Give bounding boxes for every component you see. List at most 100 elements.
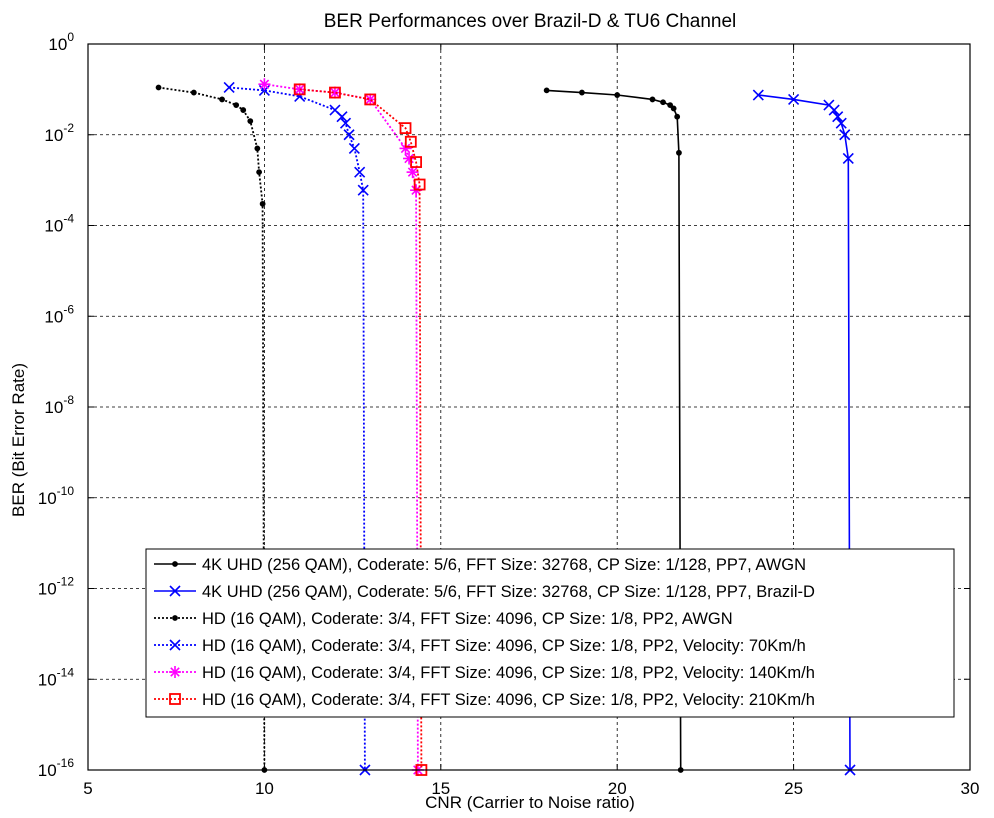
series-2 [752,89,856,776]
y-tick-exponent: -2 [63,121,74,135]
data-point [223,81,235,94]
legend-label: HD (16 QAM), Coderate: 3/4, FFT Size: 40… [202,610,733,628]
y-tick-base: 10 [38,761,57,780]
data-point [219,96,225,103]
legend-item: HD (16 QAM), Coderate: 3/4, FFT Size: 40… [154,637,806,655]
data-point [293,83,306,96]
legend-label: HD (16 QAM), Coderate: 3/4, FFT Size: 40… [202,691,815,709]
y-tick-label: 10-16 [38,756,75,780]
y-tick-exponent: -14 [57,665,75,679]
y-tick-exponent: -8 [63,393,74,407]
legend-item: 4K UHD (256 QAM), Coderate: 5/6, FFT Siz… [154,556,806,574]
data-point [788,93,800,106]
legend-marker [169,585,181,597]
data-point [256,169,263,176]
y-tick-base: 10 [44,307,63,326]
data-point [247,118,254,124]
legend-label: 4K UHD (256 QAM), Coderate: 5/6, FFT Siz… [202,556,806,574]
data-point [674,113,681,120]
y-tick-label: 10-14 [38,665,75,689]
data-point [828,104,840,116]
y-tick-label: 10-10 [38,484,75,508]
y-tick-label: 100 [48,30,74,54]
data-point [543,87,550,94]
y-tick-base: 10 [44,398,63,417]
data-point [399,122,412,135]
legend: 4K UHD (256 QAM), Coderate: 5/6, FFT Siz… [145,548,955,718]
legend-box [145,548,955,718]
y-tick-base: 10 [48,35,67,54]
x-tick-label: 15 [431,779,450,798]
legend-label: HD (16 QAM), Coderate: 3/4, FFT Size: 40… [202,637,806,655]
y-tick-exponent: -10 [57,484,75,498]
data-point [354,166,366,178]
legend-marker [172,615,178,621]
data-point [155,84,162,91]
data-point [258,78,271,91]
y-tick-label: 10-12 [38,575,75,599]
y-tick-base: 10 [38,489,57,508]
series-line [299,88,423,771]
axis-ticks: 5 10 15 20 25 3010010-210-410-610-810-1010-12… [38,30,980,798]
legend-marker [169,693,181,705]
data-point [293,83,306,96]
data-point [364,93,377,106]
data-point [614,92,621,98]
data-point [339,117,352,129]
legend-marker [172,561,178,567]
y-tick-exponent: -4 [63,212,74,226]
y-tick-label: 10-6 [44,302,74,326]
y-tick-exponent: -12 [57,575,75,589]
data-point [328,86,341,99]
chart-title: BER Performances over Brazil-D & TU6 Cha… [324,11,737,32]
data-point [752,89,764,101]
data-point [259,200,266,207]
data-point [233,102,240,109]
data-point [403,152,416,165]
legend-marker [169,666,181,678]
data-point [348,142,360,154]
legend-item: HD (16 QAM), Coderate: 3/4, FFT Size: 40… [154,664,815,682]
data-point [404,135,417,148]
legend-item: 4K UHD (256 QAM), Coderate: 5/6, FFT Siz… [154,583,815,601]
x-tick-label: 30 [961,779,980,798]
series-layer [155,78,856,776]
data-point [406,166,419,179]
data-point [670,105,677,112]
legend-marker [169,639,181,651]
x-tick-label: 5 [83,779,92,798]
y-tick-exponent: -6 [63,302,74,316]
data-point [329,86,341,99]
data-point [357,184,369,196]
legend-item: HD (16 QAM), Coderate: 3/4, FFT Size: 40… [154,610,733,628]
legend-item: HD (16 QAM), Coderate: 3/4, FFT Size: 40… [154,691,815,709]
data-point [839,129,851,141]
x-tick-label: 20 [608,779,627,798]
data-point [410,156,423,168]
data-point [240,107,247,113]
x-axis-label: CNR (Carrier to Noise ratio) [425,793,635,812]
series-line [158,86,266,771]
data-point [336,111,348,123]
data-point [660,99,666,106]
legend-label: HD (16 QAM), Coderate: 3/4, FFT Size: 40… [202,664,815,682]
data-point [579,89,585,96]
data-point [254,145,261,152]
y-tick-exponent: -16 [57,756,75,770]
series-line [546,89,682,771]
data-point [667,102,674,109]
y-tick-base: 10 [38,670,57,689]
y-tick-label: 10-2 [44,121,74,145]
series-3 [155,84,268,773]
data-point [842,152,854,165]
data-point [649,96,656,103]
y-axis-label: BER (Bit Error Rate) [9,363,28,517]
data-point [364,93,377,106]
data-point [413,178,426,191]
data-point [832,111,844,123]
y-tick-base: 10 [38,580,57,599]
x-tick-label: 25 [784,779,803,798]
legend-label: 4K UHD (256 QAM), Coderate: 5/6, FFT Siz… [202,583,815,601]
data-point [190,89,197,96]
